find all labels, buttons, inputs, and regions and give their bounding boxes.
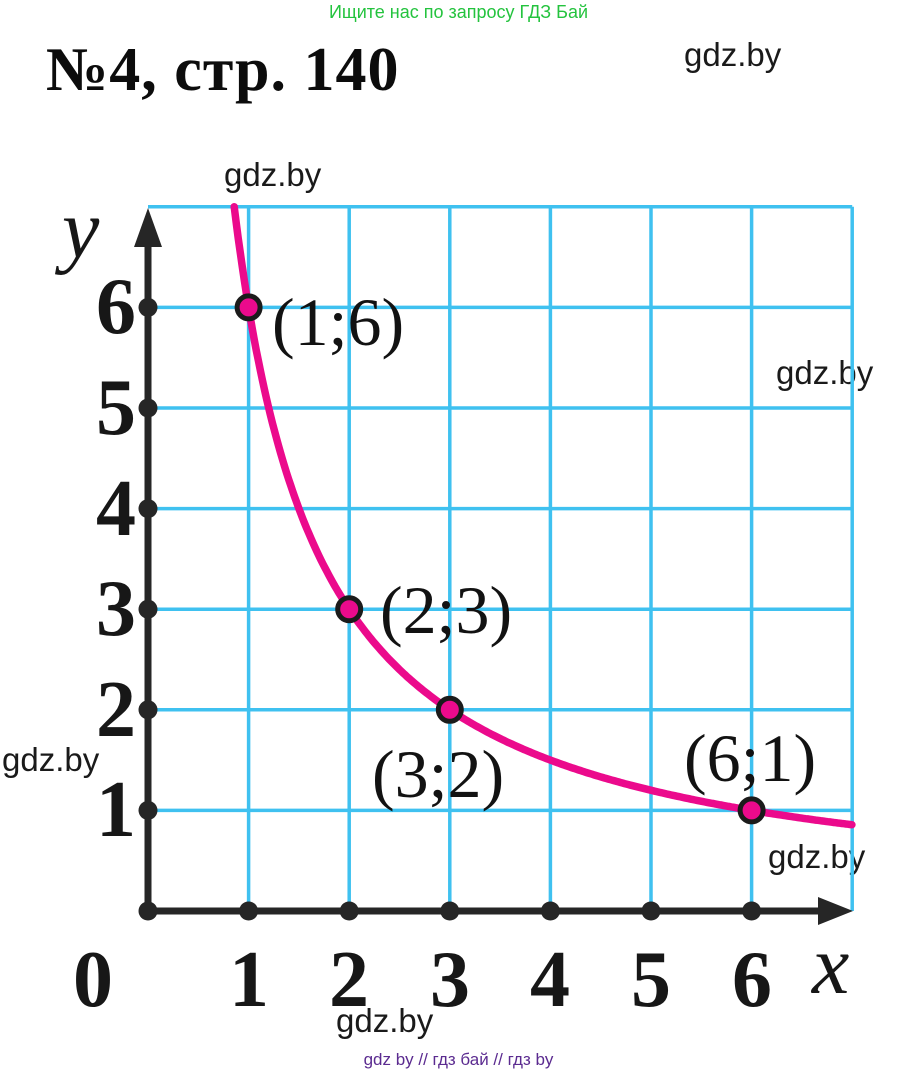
x-tick-label-2: 2 [329,936,369,1024]
y-tick-label-6: 6 [96,263,136,351]
y-tick-label-2: 2 [96,666,136,754]
y-tick-label-3: 3 [96,565,136,653]
x-tick-label-6: 6 [732,936,772,1024]
x-tick-label-0: 0 [73,936,113,1024]
point-label-1-6: (1;6) [272,284,405,360]
watermark-above-graph: gdz.by [224,156,322,193]
footer-text: gdz by // гдз бай // гдз by [363,1050,554,1069]
x-tick-label-1: 1 [229,936,269,1024]
watermark-right-middle: gdz.by [776,354,874,391]
x-tick-label-3: 3 [430,936,470,1024]
point-label-3-2: (3;2) [372,736,505,812]
y-tick-label-4: 4 [96,465,136,553]
watermark-grid-bottom-right: gdz.by [768,838,866,875]
point-label-2-3: (2;3) [380,572,513,648]
x-axis-label: x [812,919,850,1012]
watermark-bottom-center: gdz.by [336,1002,434,1039]
watermark-left-middle: gdz.by [2,741,100,778]
y-tick-label-1: 1 [96,766,136,854]
point-label-6-1: (6;1) [684,720,817,796]
x-tick-label-5: 5 [631,936,671,1024]
y-tick-label-5: 5 [96,364,136,452]
y-axis-label: y [62,183,100,276]
promo-text: Ищите нас по запросу ГДЗ Бай [328,2,589,22]
x-tick-label-4: 4 [530,936,570,1024]
watermark-top-right: gdz.by [684,36,782,73]
page-title: №4, стр. 140 [46,36,400,104]
